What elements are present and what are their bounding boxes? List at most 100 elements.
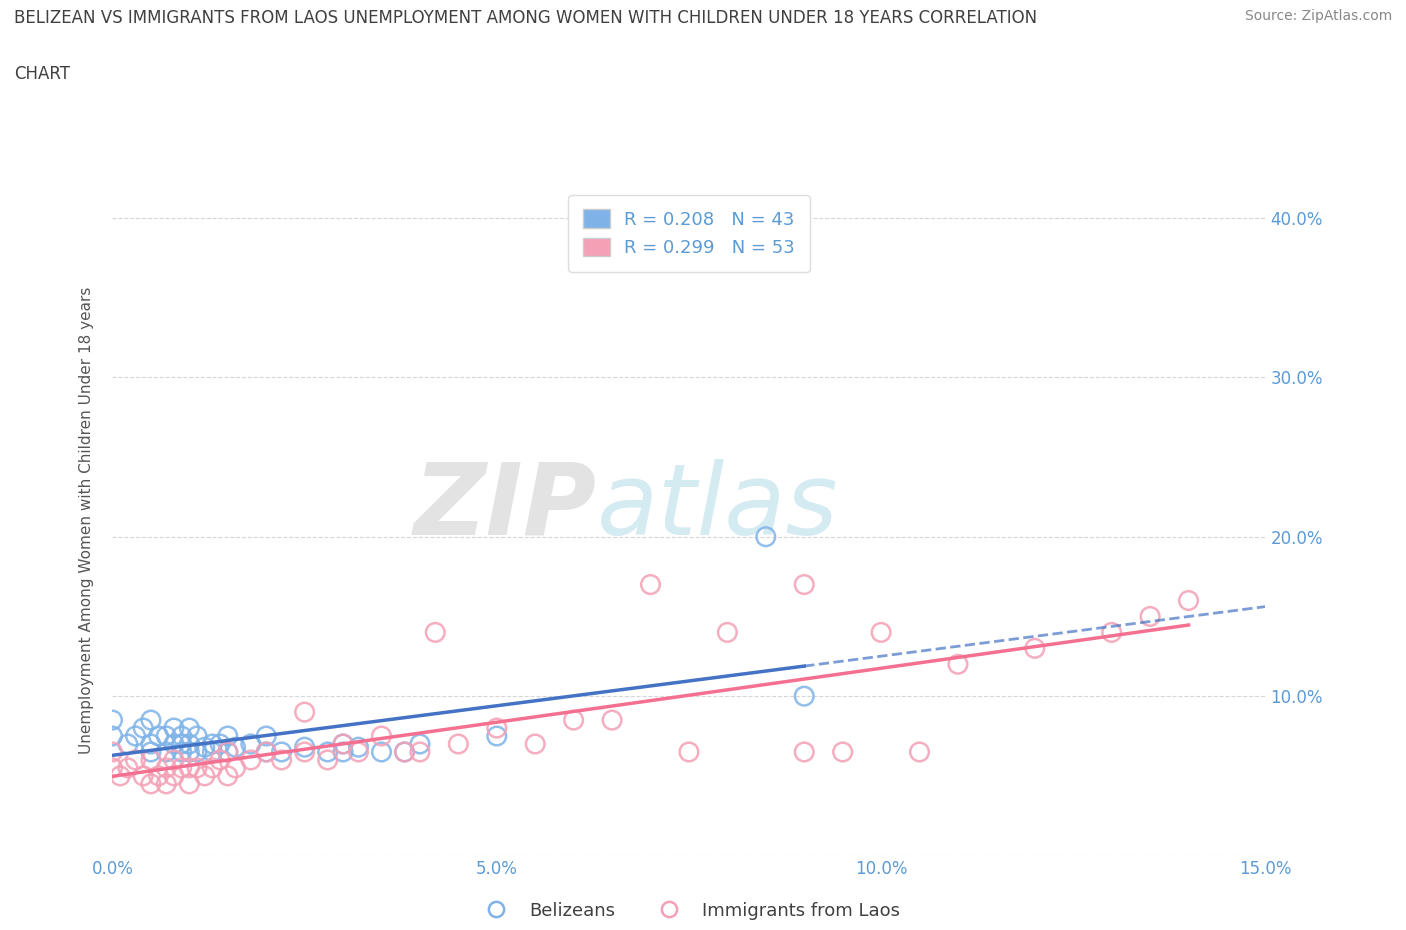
Point: [217, 768, 239, 783]
Point: [793, 745, 815, 760]
Point: [946, 657, 969, 671]
Point: [1177, 593, 1199, 608]
Point: [524, 737, 547, 751]
Text: ZIP: ZIP: [413, 458, 596, 556]
Point: [170, 745, 193, 760]
Point: [224, 739, 246, 754]
Point: [148, 768, 170, 783]
Point: [108, 768, 131, 783]
Point: [485, 721, 508, 736]
Point: [678, 745, 700, 760]
Point: [186, 761, 208, 776]
Point: [870, 625, 893, 640]
Point: [1024, 641, 1046, 656]
Point: [370, 728, 392, 743]
Point: [163, 752, 186, 767]
Point: [186, 728, 208, 743]
Point: [139, 712, 162, 727]
Point: [793, 689, 815, 704]
Point: [163, 737, 186, 751]
Point: [224, 761, 246, 776]
Point: [201, 761, 224, 776]
Point: [447, 737, 470, 751]
Point: [170, 737, 193, 751]
Point: [316, 752, 339, 767]
Point: [179, 737, 201, 751]
Point: [640, 578, 662, 592]
Point: [1101, 625, 1123, 640]
Point: [294, 705, 316, 720]
Point: [254, 745, 277, 760]
Point: [179, 745, 201, 760]
Point: [163, 721, 186, 736]
Y-axis label: Unemployment Among Women with Children Under 18 years: Unemployment Among Women with Children U…: [79, 287, 94, 754]
Point: [101, 745, 124, 760]
Point: [170, 761, 193, 776]
Point: [124, 752, 146, 767]
Text: BELIZEAN VS IMMIGRANTS FROM LAOS UNEMPLOYMENT AMONG WOMEN WITH CHILDREN UNDER 18: BELIZEAN VS IMMIGRANTS FROM LAOS UNEMPLO…: [14, 9, 1038, 27]
Point: [1139, 609, 1161, 624]
Point: [139, 737, 162, 751]
Point: [908, 745, 931, 760]
Point: [132, 768, 155, 783]
Point: [217, 728, 239, 743]
Point: [170, 728, 193, 743]
Point: [201, 745, 224, 760]
Point: [347, 745, 370, 760]
Point: [101, 712, 124, 727]
Point: [139, 752, 162, 767]
Point: [254, 728, 277, 743]
Point: [394, 745, 416, 760]
Point: [148, 728, 170, 743]
Point: [179, 777, 201, 791]
Point: [793, 578, 815, 592]
Point: [101, 728, 124, 743]
Text: Source: ZipAtlas.com: Source: ZipAtlas.com: [1244, 9, 1392, 23]
Point: [139, 777, 162, 791]
Text: atlas: atlas: [596, 458, 838, 556]
Point: [270, 752, 292, 767]
Point: [425, 625, 447, 640]
Point: [254, 745, 277, 760]
Point: [209, 752, 232, 767]
Point: [332, 737, 354, 751]
Point: [831, 745, 853, 760]
Point: [600, 712, 623, 727]
Text: CHART: CHART: [14, 65, 70, 83]
Point: [409, 737, 432, 751]
Point: [155, 761, 177, 776]
Point: [186, 745, 208, 760]
Point: [163, 768, 186, 783]
Point: [139, 745, 162, 760]
Point: [194, 768, 217, 783]
Point: [562, 712, 585, 727]
Point: [239, 737, 262, 751]
Point: [201, 737, 224, 751]
Point: [209, 737, 232, 751]
Point: [316, 745, 339, 760]
Point: [217, 745, 239, 760]
Point: [155, 728, 177, 743]
Legend: Belizeans, Immigrants from Laos: Belizeans, Immigrants from Laos: [471, 895, 907, 927]
Point: [485, 728, 508, 743]
Point: [294, 739, 316, 754]
Point: [755, 529, 778, 544]
Point: [716, 625, 738, 640]
Point: [101, 761, 124, 776]
Point: [155, 777, 177, 791]
Point: [132, 721, 155, 736]
Point: [179, 761, 201, 776]
Point: [124, 728, 146, 743]
Point: [117, 761, 139, 776]
Point: [194, 739, 217, 754]
Point: [179, 721, 201, 736]
Point: [332, 745, 354, 760]
Point: [117, 737, 139, 751]
Point: [217, 745, 239, 760]
Point: [270, 745, 292, 760]
Point: [370, 745, 392, 760]
Point: [155, 745, 177, 760]
Point: [394, 745, 416, 760]
Point: [409, 745, 432, 760]
Point: [347, 739, 370, 754]
